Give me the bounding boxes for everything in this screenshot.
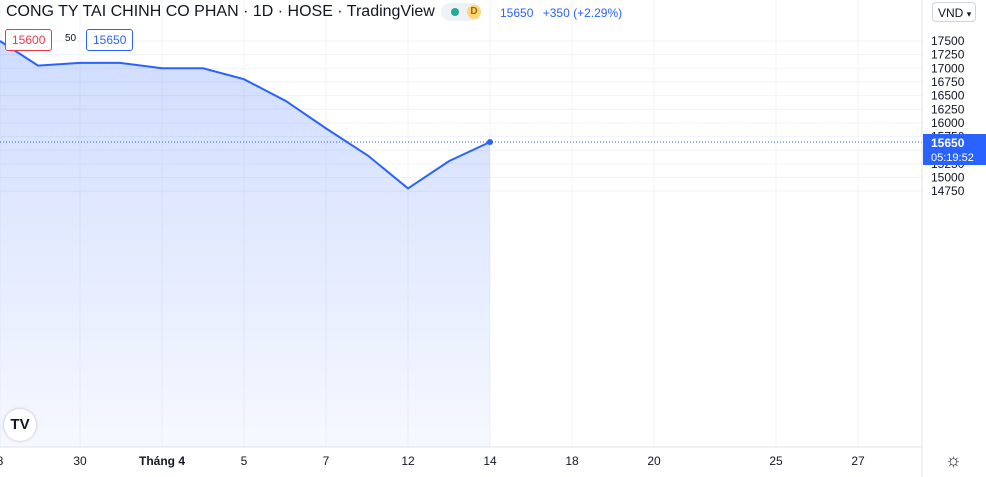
- y-tick-label: 16500: [931, 89, 965, 103]
- last-price: 15650: [500, 6, 534, 20]
- x-tick-label: 7: [323, 454, 330, 468]
- symbol-title[interactable]: CONG TY TAI CHINH CO PHAN · 1D · HOSE · …: [6, 3, 435, 20]
- series-area: [0, 41, 490, 447]
- y-tick-label: 16000: [931, 116, 965, 130]
- last-price-info: 15650 +350 (+2.29%): [500, 6, 628, 20]
- y-tick-label: 17000: [931, 61, 965, 75]
- y-tick-label: 17500: [931, 34, 965, 48]
- x-tick-label: 18: [565, 454, 579, 468]
- gear-icon[interactable]: ☼: [945, 450, 962, 470]
- ask-price-button[interactable]: 15650: [86, 29, 134, 51]
- x-tick-label: 20: [647, 454, 661, 468]
- spread-value: 50: [65, 33, 77, 44]
- x-tick-label: 5: [241, 454, 248, 468]
- last-price-value: 15650: [931, 136, 965, 150]
- bid-price-button[interactable]: 15600: [5, 29, 53, 51]
- x-tick-label: 30: [73, 454, 87, 468]
- x-tick-label: 12: [401, 454, 415, 468]
- y-tick-label: 14750: [931, 184, 965, 198]
- tradingview-logo[interactable]: TV: [4, 409, 36, 441]
- chevron-down-icon: ▾: [966, 9, 972, 19]
- y-tick-label: 16750: [931, 75, 965, 89]
- x-tick-label: 14: [483, 454, 497, 468]
- x-tick-label: Tháng 4: [139, 454, 185, 468]
- chart-line-series: [0, 40, 922, 190]
- price-change: +350 (+2.29%): [542, 6, 623, 20]
- x-tick-label: 8: [0, 454, 4, 468]
- y-tick-label: 15000: [931, 171, 965, 185]
- bar-countdown: 05:19:52: [931, 152, 974, 164]
- currency-dropdown[interactable]: VND ▾: [932, 2, 976, 22]
- market-open-dot-icon: [451, 8, 459, 16]
- delayed-data-badge: D: [467, 5, 481, 19]
- y-tick-label: 17250: [931, 48, 965, 62]
- chart-area-fill: [0, 41, 490, 447]
- currency-label: VND: [938, 6, 964, 20]
- x-tick-label: 25: [769, 454, 783, 468]
- y-tick-label: 16250: [931, 102, 965, 116]
- x-tick-label: 27: [851, 454, 865, 468]
- last-price-label: 15650 05:19:52: [923, 134, 986, 166]
- market-status-pill[interactable]: D: [441, 3, 481, 21]
